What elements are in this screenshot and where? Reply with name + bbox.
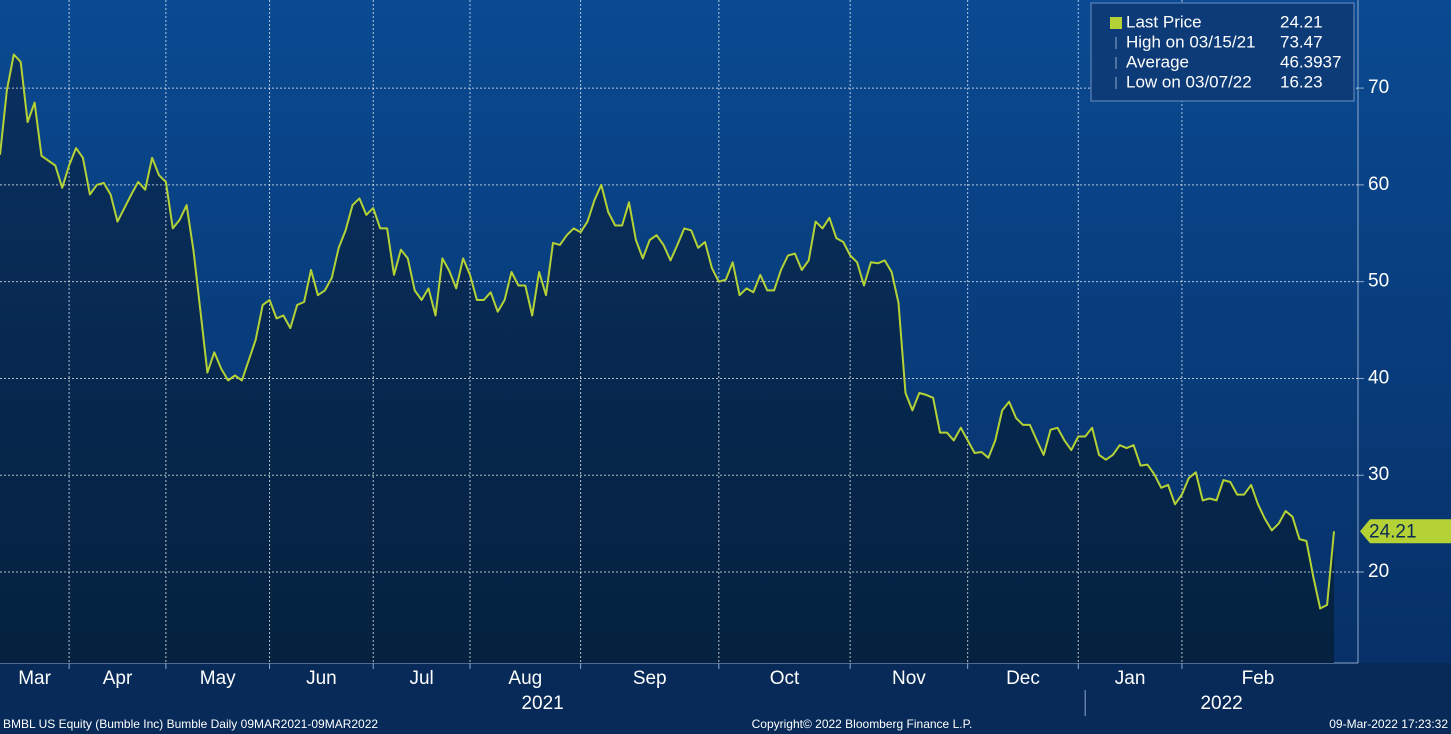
legend: Last Price 24.21 High on 03/15/21 73.47 Aver… bbox=[1090, 2, 1355, 102]
legend-value: 16.23 bbox=[1280, 72, 1323, 91]
footer-center: Copyright© 2022 Bloomberg Finance L.P. bbox=[752, 717, 973, 731]
x-tick-label: Oct bbox=[770, 668, 800, 689]
y-tick-label: 50 bbox=[1368, 271, 1389, 292]
y-tick-label: 40 bbox=[1368, 367, 1389, 388]
y-tick-label: 30 bbox=[1368, 464, 1389, 485]
x-tick-label: Nov bbox=[892, 668, 926, 689]
x-tick-label: Jan bbox=[1115, 668, 1146, 689]
y-tick-label: 20 bbox=[1368, 561, 1389, 582]
axis-strip bbox=[0, 663, 1451, 734]
legend-label: Last Price bbox=[1126, 12, 1202, 31]
footer-right: 09-Mar-2022 17:23:32 bbox=[1329, 717, 1448, 731]
legend-value: 24.21 bbox=[1280, 12, 1323, 31]
year-label: 2022 bbox=[1200, 693, 1242, 714]
last-price-label: 24.21 bbox=[1369, 521, 1417, 542]
last-price-badge bbox=[1360, 519, 1451, 544]
legend-label: Low on 03/07/22 bbox=[1126, 72, 1252, 91]
y-tick-label: 70 bbox=[1368, 77, 1389, 98]
x-tick-label: Dec bbox=[1006, 668, 1040, 689]
x-tick-label: Apr bbox=[103, 668, 133, 689]
x-tick-label: May bbox=[200, 668, 236, 689]
legend-label: High on 03/15/21 bbox=[1126, 32, 1256, 51]
year-label: 2021 bbox=[521, 693, 563, 714]
x-tick-label: Mar bbox=[18, 668, 51, 689]
legend-label: Average bbox=[1126, 52, 1189, 71]
x-tick-label: Feb bbox=[1242, 668, 1275, 689]
area bbox=[0, 54, 1334, 663]
x-tick-label: Aug bbox=[508, 668, 542, 689]
price-line bbox=[0, 53, 1335, 610]
legend-value: 73.47 bbox=[1280, 32, 1323, 51]
x-tick-label: Sep bbox=[633, 668, 667, 689]
x-tick-label: Jun bbox=[306, 668, 337, 689]
legend-swatch bbox=[1110, 17, 1122, 29]
footer-left: BMBL US Equity (Bumble Inc) Bumble Daily… bbox=[3, 717, 378, 731]
x-tick-label: Jul bbox=[409, 668, 433, 689]
legend-box bbox=[1090, 2, 1355, 102]
y-tick-label: 60 bbox=[1368, 174, 1389, 195]
legend-value: 46.3937 bbox=[1280, 52, 1341, 71]
